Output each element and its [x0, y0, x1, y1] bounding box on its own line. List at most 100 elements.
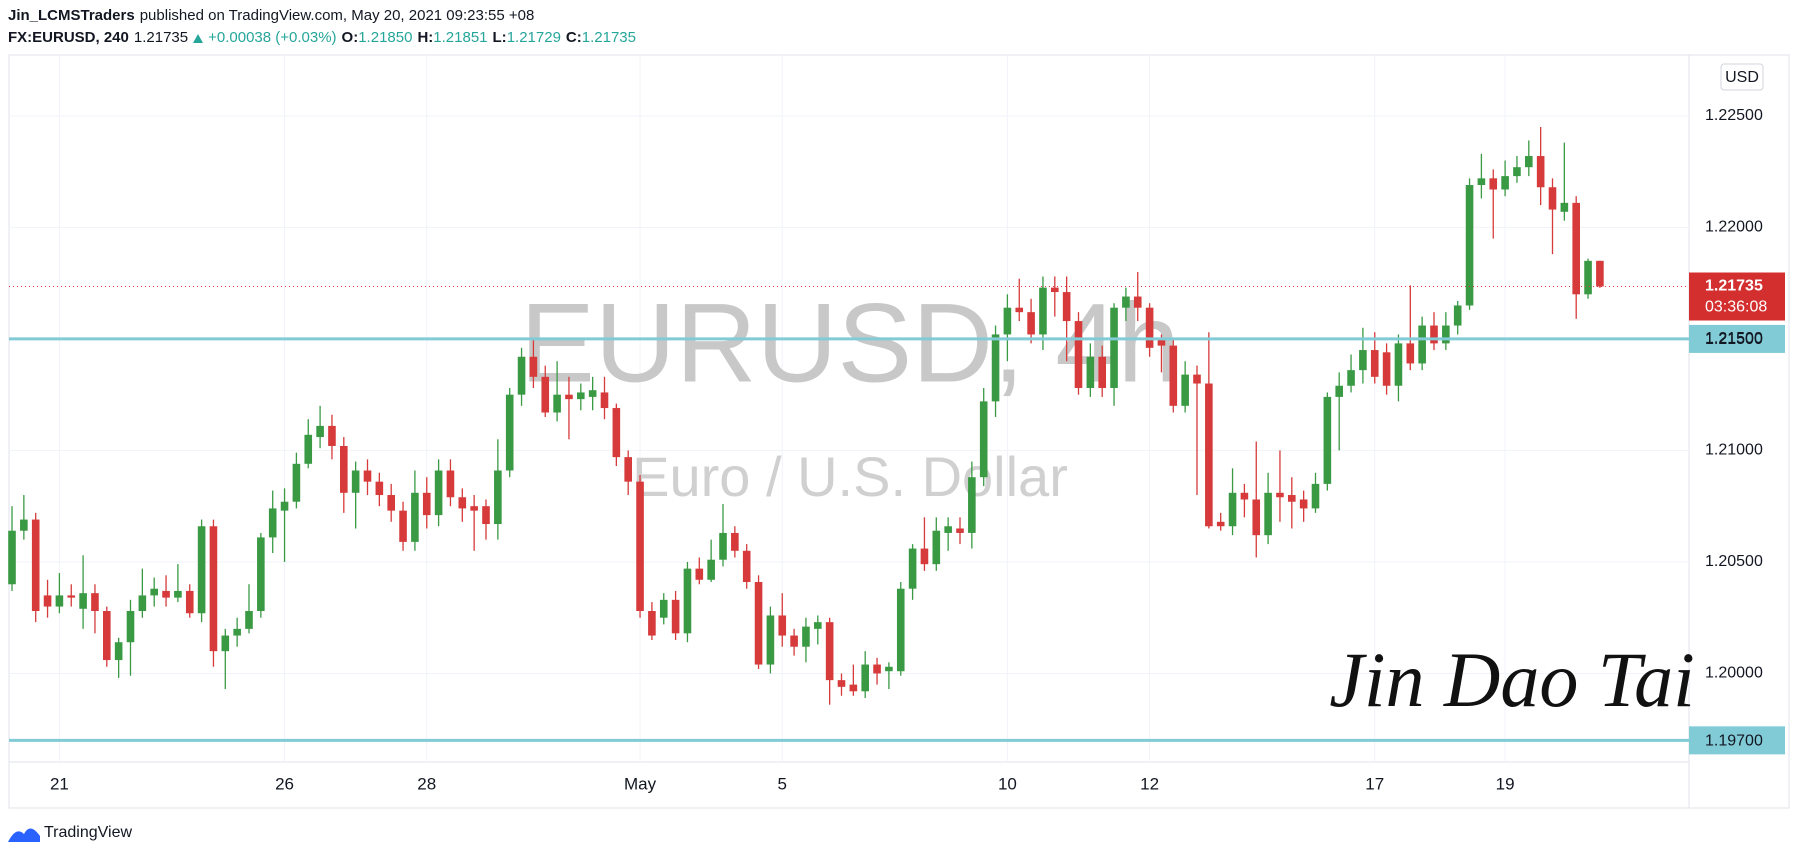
price: 1.21735 — [133, 29, 189, 46]
candle-body — [1560, 202, 1569, 212]
candle-body — [434, 470, 443, 516]
candle-body — [766, 615, 775, 665]
candle-body — [316, 425, 324, 438]
candle-body — [778, 615, 787, 636]
x-tick-label: 17 — [1365, 774, 1384, 793]
candle-body — [114, 642, 123, 661]
candle-body — [126, 611, 135, 643]
candle-body — [1406, 343, 1415, 364]
candle-body — [873, 664, 881, 674]
candle-body — [1288, 495, 1296, 502]
candle-body — [1193, 374, 1201, 384]
candle-body — [221, 635, 230, 652]
candle-body — [138, 595, 147, 612]
candle-body — [1157, 338, 1166, 346]
candle-body — [1335, 385, 1343, 397]
candle-body — [683, 568, 692, 634]
candle-body — [1596, 260, 1604, 287]
candle-body — [517, 356, 526, 395]
candle-body — [1003, 307, 1012, 335]
candle-body — [885, 666, 893, 672]
candle-body — [1489, 178, 1498, 190]
published: published on TradingView.com, May 20, 20… — [139, 7, 535, 24]
candle-body — [920, 548, 929, 565]
candle-body — [31, 519, 40, 612]
candle-body — [1442, 325, 1450, 344]
candle-body — [103, 611, 111, 661]
header: Jin_LCMSTraders published on TradingView… — [8, 5, 636, 49]
candle-body — [1299, 499, 1308, 509]
currency: USD — [1725, 69, 1759, 86]
candle-body — [399, 510, 407, 542]
candle-body — [1145, 307, 1154, 348]
candle-body — [245, 611, 253, 629]
candle-body — [1572, 202, 1580, 295]
x-tick-label: 19 — [1496, 774, 1515, 793]
candle-body — [1394, 343, 1403, 386]
candle-body — [1359, 350, 1367, 371]
candle-body — [849, 684, 858, 692]
candle-body — [482, 506, 490, 525]
candle-body — [1311, 483, 1320, 509]
candle-body — [268, 508, 277, 538]
candle-body — [577, 392, 585, 400]
candle-body — [908, 548, 917, 589]
last-price-label: 1.21735 — [1705, 278, 1763, 295]
x-tick-label: 10 — [998, 774, 1017, 793]
x-tick-label: 26 — [275, 774, 294, 793]
horizontal-line-label: 1.19700 — [1705, 733, 1763, 750]
candle-body — [209, 526, 218, 652]
candle-body — [659, 599, 668, 618]
symbol: FX:EURUSD, 240 — [8, 29, 129, 46]
candle-body — [1228, 492, 1237, 527]
l-label: L: — [492, 29, 507, 46]
overlays: 1.21500 1.19700 1.21735 03:36:08 — [9, 272, 1785, 755]
candle-body — [1252, 499, 1261, 536]
candle-body — [1062, 292, 1071, 322]
candle-body — [541, 376, 550, 413]
candle-body — [328, 425, 336, 446]
candle-body — [185, 590, 194, 614]
horizontal-line-label: 1.21500 — [1705, 331, 1763, 348]
x-tick-label: 5 — [778, 774, 787, 793]
candle-body — [600, 392, 609, 409]
candle-body — [612, 408, 621, 458]
candle-body — [837, 680, 846, 687]
y-tick-label: 1.22500 — [1705, 107, 1763, 124]
candle-body — [529, 356, 538, 377]
candle-body — [411, 492, 419, 542]
candles — [8, 127, 1604, 705]
candle-body — [731, 532, 739, 551]
up-arrow — [193, 33, 204, 43]
candle-body — [1240, 492, 1249, 500]
candle-body — [1133, 296, 1142, 308]
candle-body — [1110, 307, 1118, 388]
y-tick-label: 1.20000 — [1705, 665, 1763, 682]
x-tick-label: 28 — [417, 774, 436, 793]
candle-body — [292, 463, 301, 502]
watermark-subtitle: Euro / U.S. Dollar — [632, 445, 1068, 508]
candle-body — [1418, 325, 1426, 364]
candle-body — [280, 501, 289, 511]
candle-body — [1086, 356, 1095, 388]
candle-body — [174, 590, 182, 598]
candle-body — [197, 526, 206, 614]
candle-body — [304, 434, 313, 464]
candle-body — [932, 530, 941, 565]
candle-body — [387, 495, 395, 511]
candle-body — [1453, 305, 1462, 326]
x-tick-label: 21 — [50, 774, 69, 793]
candle-body — [351, 470, 360, 493]
candle-body — [742, 550, 751, 583]
candle-body — [494, 470, 502, 525]
x-tick-label: May — [624, 774, 657, 793]
candle-body — [896, 588, 905, 672]
candle-body — [1027, 312, 1035, 335]
candle-body — [1382, 352, 1391, 386]
publish-line: Jin_LCMSTraders published on TradingView… — [8, 5, 636, 27]
candle-body — [636, 481, 644, 612]
candle-body — [1216, 521, 1225, 527]
horizontal-line-label-bg — [1689, 324, 1785, 353]
